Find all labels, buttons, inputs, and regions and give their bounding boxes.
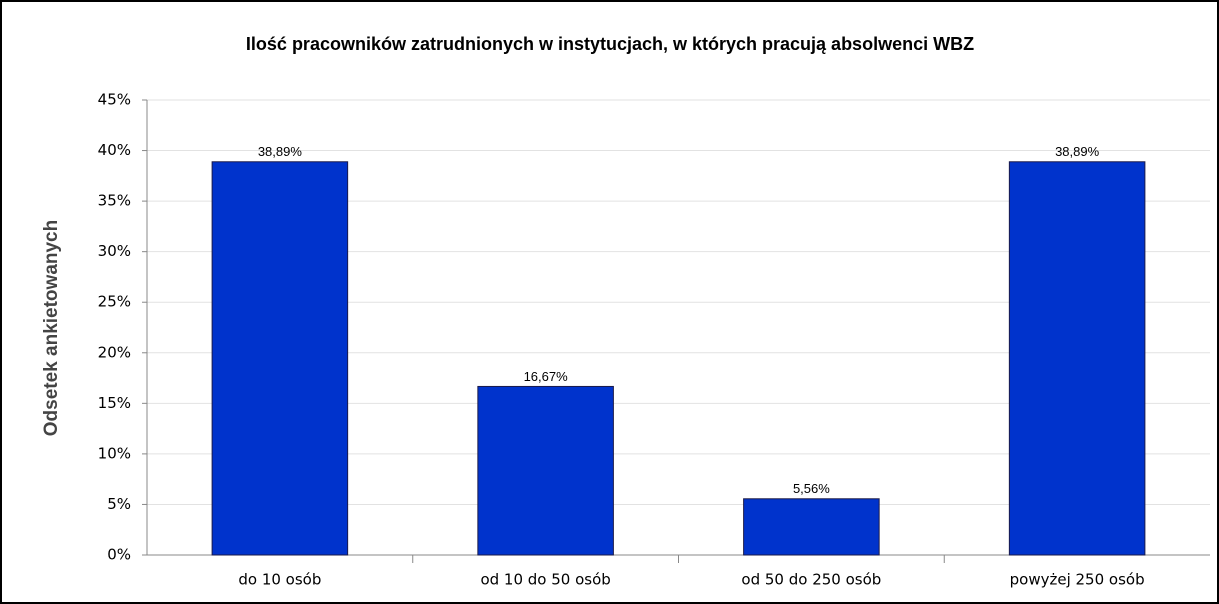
y-tick-label: 35% bbox=[98, 192, 131, 210]
bar bbox=[1008, 161, 1146, 556]
y-tick-label: 5% bbox=[107, 495, 131, 513]
data-label: 5,56% bbox=[793, 481, 830, 496]
y-tick-label: 15% bbox=[98, 394, 131, 412]
y-tick-label: 0% bbox=[107, 546, 131, 564]
data-label: 38,89% bbox=[258, 144, 303, 159]
y-tick-label: 20% bbox=[98, 343, 131, 361]
y-tick-label: 30% bbox=[98, 242, 131, 260]
x-tick-label: od 50 do 250 osób bbox=[741, 571, 881, 589]
bar bbox=[743, 498, 880, 556]
bar bbox=[477, 385, 614, 556]
bar bbox=[211, 161, 349, 556]
y-tick-label: 10% bbox=[98, 444, 131, 462]
y-tick-label: 45% bbox=[98, 91, 131, 109]
x-tick-label: do 10 osób bbox=[238, 571, 321, 589]
data-label: 16,67% bbox=[524, 369, 569, 384]
x-tick-label: powyżej 250 osób bbox=[1010, 571, 1145, 589]
y-axis-title: Odsetek ankietowanych bbox=[41, 220, 62, 436]
x-tick-label: od 10 do 50 osób bbox=[480, 571, 610, 589]
data-label: 38,89% bbox=[1055, 144, 1100, 159]
y-tick-label: 25% bbox=[98, 293, 131, 311]
chart-title: Ilość pracowników zatrudnionych w instyt… bbox=[246, 34, 974, 54]
y-tick-label: 40% bbox=[98, 141, 131, 159]
